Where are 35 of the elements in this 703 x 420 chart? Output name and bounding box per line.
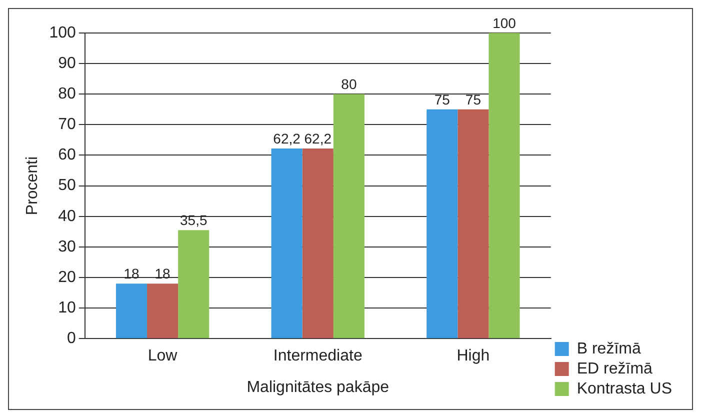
bar: [178, 230, 210, 338]
data-label: 35,5: [180, 212, 208, 228]
data-label: 80: [341, 76, 357, 92]
data-label: 62,2: [304, 130, 332, 146]
y-axis-title: Procenti: [24, 156, 42, 216]
data-label: 75: [465, 91, 482, 108]
bar: [147, 284, 178, 338]
y-tick-label: 90: [58, 54, 76, 72]
x-axis-title: Malignitātes pakāpe: [246, 378, 390, 396]
y-tick-label: 0: [66, 330, 76, 348]
bar: [488, 33, 520, 338]
legend-label: ED režīmā: [576, 360, 653, 378]
x-tick-label: High: [456, 348, 490, 365]
y-tick-label: 10: [58, 299, 76, 316]
x-tick-label: Intermediate: [273, 348, 362, 365]
y-tick-label: 80: [58, 86, 76, 103]
y-tick-label: 70: [58, 116, 76, 134]
y-tick-label: 30: [58, 238, 76, 256]
bar: [116, 284, 148, 338]
data-label: 100: [492, 14, 516, 31]
y-tick-label: 100: [49, 24, 76, 42]
data-label: 75: [434, 91, 450, 108]
data-label: 62,2: [273, 130, 301, 146]
y-tick-label: 60: [58, 146, 76, 164]
bar: [271, 148, 302, 338]
bar: [426, 109, 458, 338]
bar: [302, 148, 334, 338]
y-tick-label: 20: [58, 268, 76, 286]
x-tick-label: Low: [148, 348, 178, 365]
y-tick-label: 40: [58, 208, 76, 225]
legend-label: B režīmā: [576, 340, 641, 358]
bar: [458, 109, 489, 338]
bar: [333, 94, 364, 338]
legend-label: Kontrasta US: [576, 380, 672, 398]
y-tick-label: 50: [58, 177, 76, 194]
